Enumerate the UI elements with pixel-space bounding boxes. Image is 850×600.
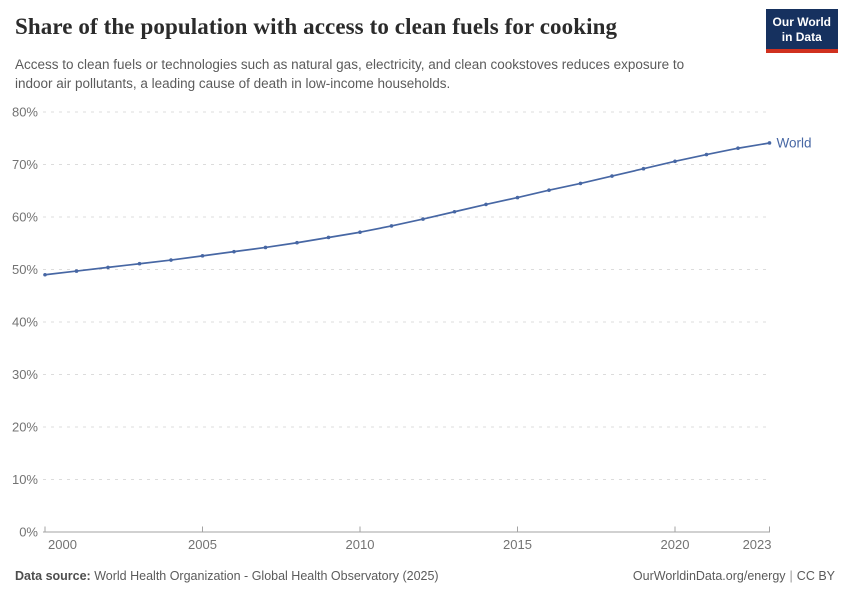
data-point-world-2020 [673,159,677,164]
data-source: Data source: World Health Organization -… [15,569,439,583]
y-axis-label: 20% [12,420,38,435]
y-axis-label: 40% [12,315,38,330]
data-source-text: World Health Organization - Global Healt… [94,569,439,583]
x-axis-label: 2005 [188,537,217,552]
y-axis-label: 30% [12,367,38,382]
data-point-world-2004 [169,258,173,262]
owid-logo: Our World in Data [765,9,838,53]
site-link[interactable]: OurWorldinData.org/energy [632,569,786,583]
y-axis-label: 60% [12,210,38,225]
logo-line-1: Our World [772,15,831,29]
subtitle-line-2: indoor air pollutants, a leading cause o… [15,76,451,91]
data-point-world-2019 [641,166,646,171]
data-point-world-2013 [452,209,457,214]
y-axis-label: 10% [12,472,38,487]
license-link[interactable]: CC BY [796,569,835,583]
data-point-world-2016 [547,188,551,193]
x-axis-label: 2020 [661,537,690,552]
data-point-world-2014 [484,202,488,207]
subtitle-line-1: Access to clean fuels or technologies su… [15,57,685,72]
footer-credits: OurWorldinData.org/energy | CC BY [633,569,835,583]
credits-separator: | [789,569,793,583]
data-point-world-2018 [610,174,614,178]
data-point-world-2001 [74,269,79,273]
data-point-world-2015 [515,195,520,200]
data-point-world-2008 [295,240,299,245]
chart-subtitle: Access to clean fuels or technologies su… [15,55,760,93]
data-point-world-2022 [736,146,740,151]
data-point-world-2005 [200,254,205,258]
data-point-world-2006 [232,249,236,254]
data-point-world-2010 [358,230,362,235]
x-axis-label: 2010 [346,537,375,552]
data-point-world-2003 [137,261,142,266]
data-point-world-2007 [263,245,268,250]
data-point-world-2023 [767,141,772,145]
y-axis-label: 50% [12,262,38,277]
data-point-world-2009 [326,235,331,240]
x-axis-label: 2015 [503,537,532,552]
series-line-world [44,142,771,276]
data-point-world-2000 [43,272,47,277]
x-axis-label: 2023 [743,537,772,552]
page-title: Share of the population with access to c… [15,14,618,39]
data-point-world-2011 [389,224,394,228]
series-label-world: World [777,135,812,150]
y-axis-label: 0% [19,525,38,540]
data-point-world-2002 [106,265,110,270]
data-point-world-2021 [704,152,709,157]
x-axis-label: 2000 [48,537,77,552]
logo-line-2: in Data [781,30,822,44]
data-point-world-2017 [578,181,583,186]
y-axis-label: 80% [12,105,38,120]
data-source-label: Data source: [15,569,91,583]
data-point-world-2012 [421,217,425,221]
y-axis-label: 70% [12,157,38,172]
